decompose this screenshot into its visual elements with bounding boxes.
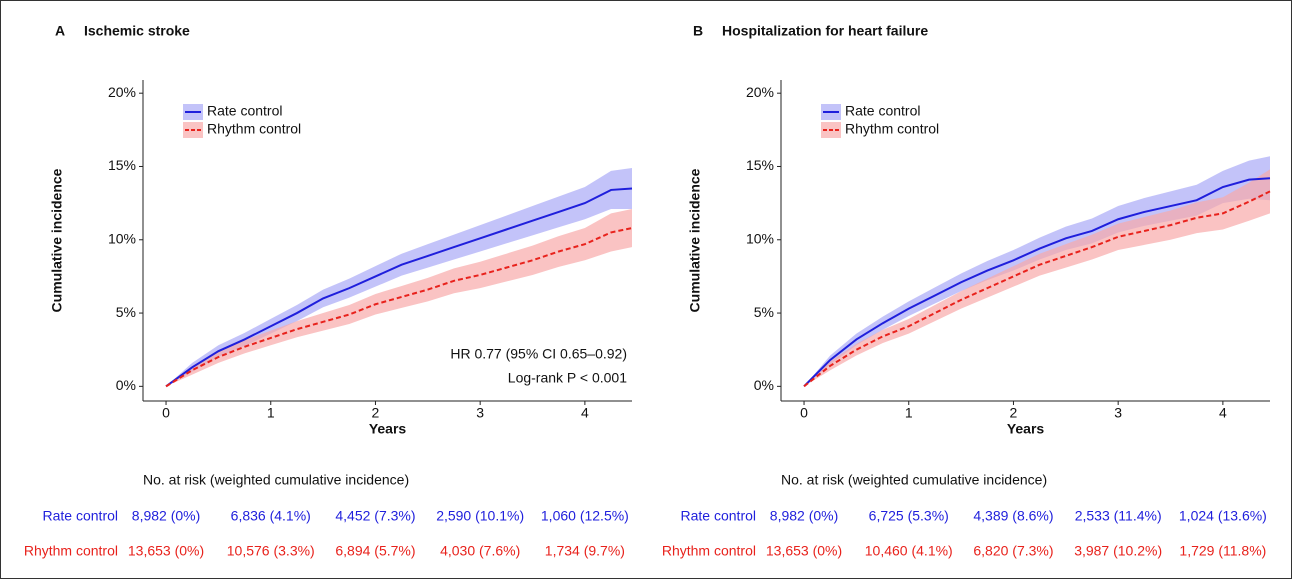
y-tick-label: 0%	[116, 377, 136, 393]
risk-cell: 8,982 (0%)	[132, 508, 200, 524]
ci-band	[804, 156, 1270, 387]
risk-cell: 3,987 (10.2%)	[1074, 543, 1162, 559]
risk-cell: 8,982 (0%)	[770, 508, 838, 524]
ci-band	[166, 167, 632, 387]
risk-cell: 2,590 (10.1%)	[436, 508, 524, 524]
chart-title: Hospitalization for heart failure	[722, 23, 928, 39]
risk-cell: 4,030 (7.6%)	[440, 543, 520, 559]
line	[803, 177, 1271, 388]
risk-table-title: No. at risk (weighted cumulative inciden…	[781, 472, 1047, 488]
annotation: HR 0.77 (95% CI 0.65–0.92)	[450, 346, 627, 362]
risk-cell: 2,533 (11.4%)	[1075, 508, 1162, 524]
x-tick-label: 4	[1219, 405, 1227, 421]
y-axis-label: Cumulative incidence	[687, 168, 703, 312]
x-tick-label: 1	[905, 405, 913, 421]
risk-row-label: Rhythm control	[24, 543, 118, 559]
x-tick-label: 2	[1010, 405, 1018, 421]
y-tick-label: 20%	[746, 84, 774, 100]
line	[165, 227, 633, 388]
y-tick-label: 10%	[746, 230, 774, 246]
panel-letter: B	[693, 23, 703, 39]
x-axis-label: Years	[369, 421, 407, 437]
risk-cell: 13,653 (0%)	[128, 543, 204, 559]
line	[803, 190, 1271, 388]
risk-cell: 1,734 (9.7%)	[545, 543, 625, 559]
y-tick-label: 5%	[754, 304, 774, 320]
x-tick-label: 0	[800, 405, 808, 421]
legend-label: Rate control	[845, 103, 920, 119]
y-tick-label: 15%	[108, 157, 136, 173]
risk-cell: 1,060 (12.5%)	[541, 508, 629, 524]
risk-cell: 6,725 (5.3%)	[869, 508, 949, 524]
risk-cell: 4,389 (8.6%)	[973, 508, 1053, 524]
x-tick-label: 3	[1114, 405, 1122, 421]
y-axis-label: Cumulative incidence	[49, 168, 65, 312]
risk-cell: 6,836 (4.1%)	[231, 508, 311, 524]
panel-letter: A	[55, 23, 65, 39]
risk-cell: 10,460 (4.1%)	[865, 543, 953, 559]
y-tick-label: 15%	[746, 157, 774, 173]
x-tick-label: 0	[162, 405, 170, 421]
y-tick-label: 5%	[116, 304, 136, 320]
risk-cell: 6,894 (5.7%)	[335, 543, 415, 559]
legend-label: Rhythm control	[845, 121, 939, 137]
risk-row-label: Rhythm control	[662, 543, 756, 559]
risk-row-label: Rate control	[43, 508, 118, 524]
risk-row-label: Rate control	[681, 508, 756, 524]
annotation: Log-rank P < 0.001	[508, 370, 627, 386]
risk-cell: 6,820 (7.3%)	[973, 543, 1053, 559]
risk-cell: 10,576 (3.3%)	[227, 543, 315, 559]
risk-table-title: No. at risk (weighted cumulative inciden…	[143, 472, 409, 488]
legend-label: Rhythm control	[207, 121, 301, 137]
ci-band	[804, 169, 1270, 387]
risk-cell: 1,729 (11.8%)	[1179, 543, 1266, 559]
x-tick-label: 3	[476, 405, 484, 421]
y-tick-label: 0%	[754, 377, 774, 393]
x-tick-label: 2	[372, 405, 380, 421]
line	[165, 187, 633, 388]
risk-cell: 13,653 (0%)	[766, 543, 842, 559]
risk-cell: 1,024 (13.6%)	[1179, 508, 1267, 524]
x-tick-label: 4	[581, 405, 589, 421]
y-tick-label: 10%	[108, 230, 136, 246]
y-tick-label: 20%	[108, 84, 136, 100]
legend-label: Rate control	[207, 103, 282, 119]
x-axis-label: Years	[1007, 421, 1045, 437]
x-tick-label: 1	[267, 405, 275, 421]
chart-title: Ischemic stroke	[84, 23, 190, 39]
risk-cell: 4,452 (7.3%)	[335, 508, 415, 524]
